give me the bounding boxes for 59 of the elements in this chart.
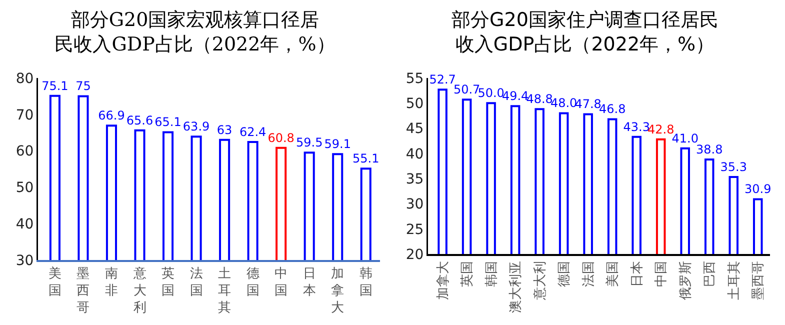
y-tick-label: 45: [406, 121, 424, 138]
x-tick-label: 日本: [630, 261, 645, 288]
x-tick-label: 美国: [604, 261, 621, 288]
data-label: 65.1: [154, 115, 182, 130]
y-tick-label: 25: [406, 222, 424, 238]
data-label: 75.1: [42, 78, 68, 93]
data-label: 63.9: [182, 120, 210, 134]
x-tick-label: 土耳其: [726, 261, 742, 300]
data-label: 66.9: [98, 108, 125, 123]
x-tick-label: 墨西哥: [751, 261, 766, 300]
data-label: 55.1: [352, 152, 380, 166]
x-tick-label: 墨西哥: [76, 266, 90, 316]
y-tick-label: 40: [16, 216, 34, 232]
x-tick-label: 德国: [246, 266, 260, 298]
y-tick-label: 55: [406, 70, 424, 87]
data-label: 62.4: [239, 125, 266, 140]
x-tick-label: 意大利: [132, 266, 146, 316]
x-tick-label: 巴西: [702, 261, 718, 288]
data-label: 43.3: [623, 120, 650, 134]
data-label: 38.8: [696, 142, 723, 156]
y-tick-label: 30: [406, 196, 424, 213]
chart-title: 部分G20国家住户调查口径居民收入GDP占比（2022年，%）: [452, 8, 718, 56]
x-tick-label: 日本: [302, 266, 316, 298]
data-label: 30.9: [744, 182, 772, 196]
x-tick-label: 加拿大: [331, 266, 344, 316]
y-tick-label: 30: [16, 252, 34, 269]
x-tick-label: 意大利: [532, 261, 548, 302]
y-tick-label: 50: [406, 96, 424, 112]
x-tick-label: 中国: [654, 261, 670, 288]
y-tick-label: 50: [16, 180, 34, 196]
y-tick-label: 35: [406, 171, 424, 188]
y-tick-label: 40: [406, 146, 424, 162]
data-label: 63: [216, 122, 232, 137]
y-tick-label: 80: [16, 70, 34, 87]
x-tick-label: 中国: [274, 266, 288, 298]
x-tick-label: 俄罗斯: [678, 261, 694, 300]
x-tick-label: 澳大利亚: [508, 261, 524, 314]
x-tick-label: 美国: [48, 266, 62, 298]
data-label: 60.8: [268, 130, 294, 145]
x-tick-label: 加拿大: [436, 261, 451, 300]
x-tick-label: 韩国: [359, 266, 372, 298]
data-label: 65.6: [126, 113, 154, 128]
chart-title: 部分G20国家宏观核算口径居民收入GDP占比（2022年，%）: [54, 8, 336, 56]
x-tick-label: 英国: [460, 261, 476, 288]
data-label: 52.7: [429, 72, 456, 87]
x-tick-label: 德国: [557, 261, 572, 288]
data-label: 59.5: [296, 136, 323, 150]
x-tick-label: 韩国: [484, 261, 500, 288]
x-tick-label: 法国: [581, 261, 596, 288]
y-tick-label: 20: [406, 246, 424, 263]
x-tick-label: 法国: [190, 266, 203, 298]
y-tick-label: 70: [16, 107, 34, 124]
data-label: 59.1: [324, 137, 351, 152]
data-label: 35.3: [720, 160, 747, 174]
y-tick-label: 60: [16, 144, 34, 160]
data-label: 75: [76, 79, 91, 94]
x-tick-label: 南非: [104, 266, 118, 298]
x-tick-label: 英国: [162, 266, 175, 298]
x-tick-label: 土耳其: [218, 266, 232, 316]
